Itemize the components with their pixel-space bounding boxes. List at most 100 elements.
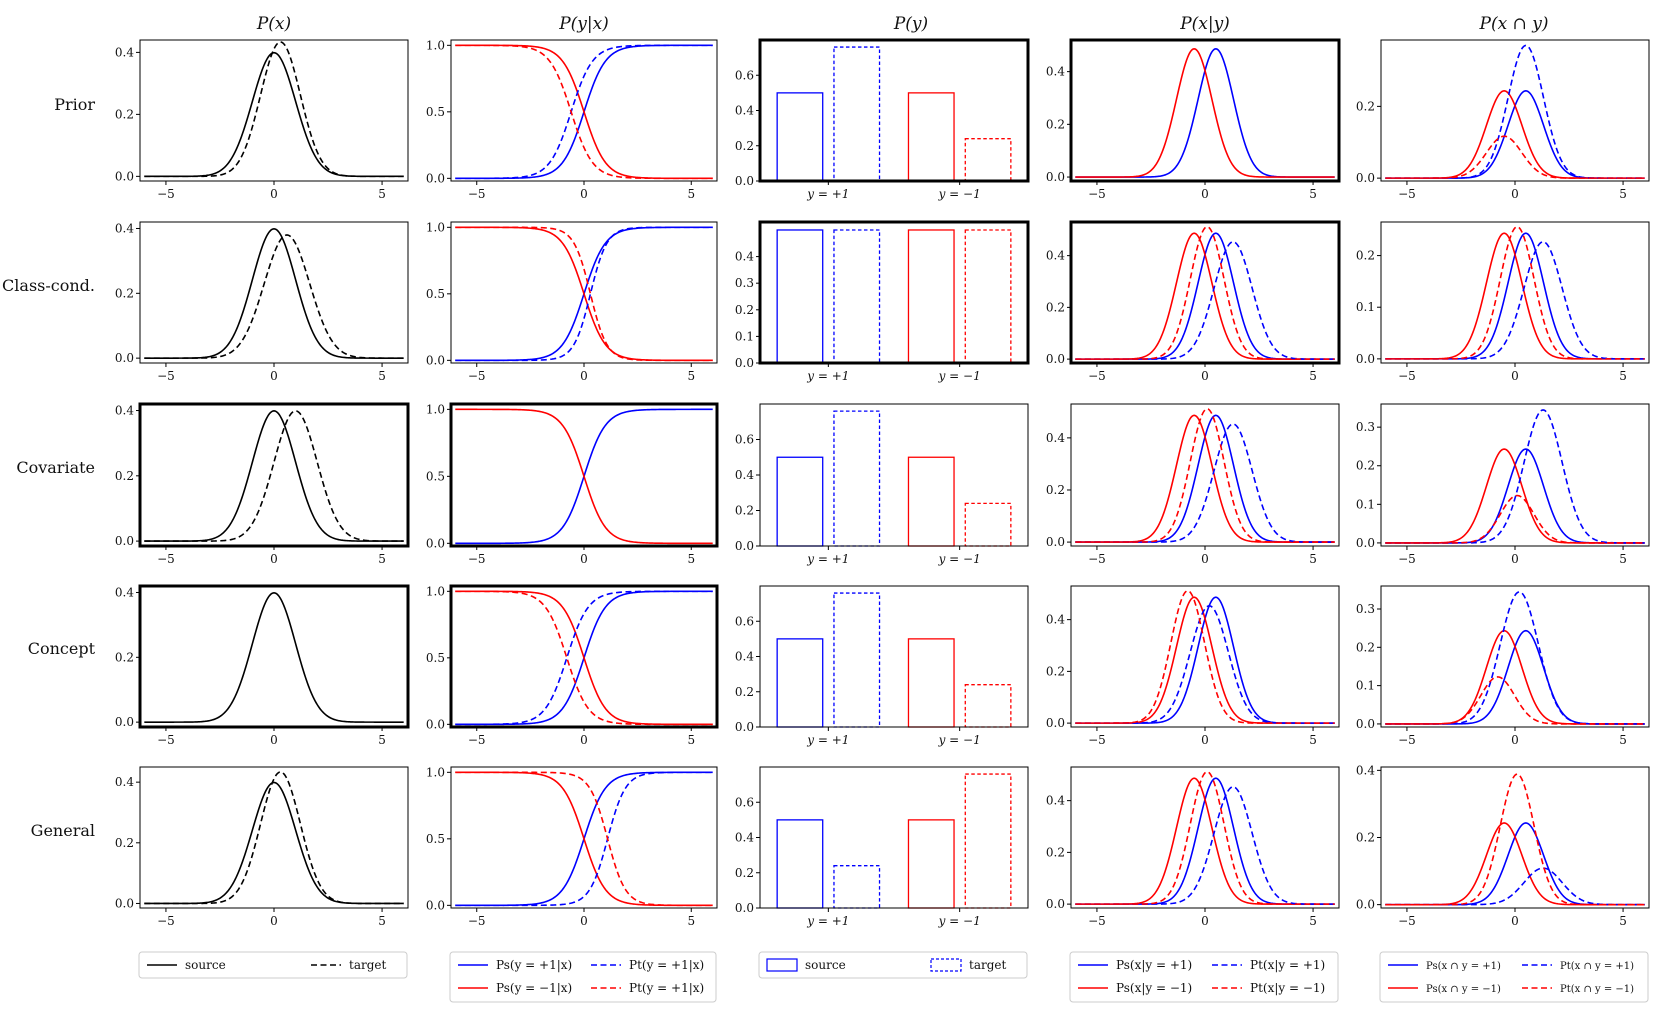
panel-frame — [1380, 39, 1650, 182]
series-line — [455, 771, 713, 907]
y-tick-label: 0.3 — [1356, 602, 1375, 616]
series-line — [455, 590, 713, 726]
panel: −5 0 5 0.0 0.2 0.4 — [1046, 766, 1340, 928]
series-line — [455, 44, 713, 180]
y-tick-label: 0.2 — [735, 504, 754, 518]
x-tick-label: 5 — [1619, 552, 1627, 566]
x-tick-label: 0 — [270, 733, 278, 747]
column-title: P(x ∩ y) — [1479, 14, 1549, 34]
x-tick-label: 0 — [1511, 733, 1519, 747]
y-tick-label: 0.2 — [1356, 831, 1375, 845]
y-tick-label: 0.2 — [1356, 459, 1375, 473]
x-tick-label: 0 — [270, 187, 278, 201]
x-tick-label: 0 — [1511, 552, 1519, 566]
y-tick-label: 0.4 — [115, 404, 134, 418]
panel-frame — [759, 766, 1029, 909]
y-tick-label: 0.0 — [426, 536, 445, 550]
row-label: General — [31, 821, 95, 840]
panel: −5 0 5 0.0 0.5 1.0 — [426, 220, 718, 383]
y-tick-label: 0.6 — [735, 795, 754, 809]
series-line — [1385, 822, 1645, 906]
y-tick-label: 1.0 — [426, 584, 445, 598]
series-line — [144, 410, 404, 542]
y-tick-label: 1.0 — [426, 38, 445, 52]
panel: y = +1 y = −1 0.0 0.2 0.4 0.6 — [735, 766, 1029, 928]
panel: −5 0 5 0.0 0.5 1.0 — [426, 765, 718, 928]
x-tick-label: 5 — [687, 187, 695, 201]
y-tick-label: 0.2 — [115, 469, 134, 483]
series-line — [1075, 596, 1335, 724]
y-tick-label: 0.4 — [1046, 794, 1065, 808]
x-tick-label: 0 — [270, 369, 278, 383]
bar — [964, 229, 1012, 364]
panel-frame — [138, 402, 410, 548]
x-tick-label: 0 — [580, 552, 588, 566]
column-title: P(x) — [256, 14, 291, 34]
panel: −5 0 5 0.0 0.2 0.4 — [1046, 220, 1341, 383]
x-tick-label: 0 — [1511, 369, 1519, 383]
y-tick-label: 0.0 — [735, 539, 754, 553]
legend-swatch — [766, 958, 798, 972]
y-tick-label: 0.0 — [1046, 897, 1065, 911]
panel: −5 0 5 0.0 0.2 0.4 — [1046, 38, 1341, 201]
panel: −5 0 5 0.0 0.5 1.0 — [426, 402, 719, 566]
series-line — [1385, 44, 1645, 179]
y-tick-label: 0.4 — [735, 468, 754, 482]
legend-label: Ps(x ∩ y = +1) — [1426, 961, 1501, 972]
series-line — [455, 771, 713, 907]
series-line — [1075, 225, 1335, 360]
legend: Ps(x|y = +1) Pt(x|y = +1) Ps(x|y = −1) Pt(x… — [1069, 951, 1339, 1003]
panel-frame — [449, 402, 719, 548]
panel-frame — [1069, 38, 1341, 183]
panel: −5 0 5 0.0 0.5 1.0 — [426, 584, 719, 747]
legend-label: Ps(y = +1|x) — [496, 958, 572, 972]
series-line — [1385, 225, 1645, 360]
x-tick-label: 5 — [1309, 552, 1317, 566]
panel-frame — [450, 766, 718, 909]
panel-frame — [138, 584, 410, 729]
x-tick-label: y = +1 — [806, 733, 849, 747]
x-tick-label: −5 — [1398, 914, 1416, 928]
y-tick-label: 0.0 — [426, 171, 445, 185]
column-title: P(y|x) — [558, 14, 609, 34]
y-tick-label: 0.0 — [115, 896, 134, 910]
column-titles: P(x) P(y|x) P(y) P(x|y) P(x ∩ y) — [256, 14, 1549, 34]
x-tick-label: 0 — [1201, 187, 1209, 201]
bar — [964, 684, 1012, 728]
series-line — [1075, 777, 1335, 905]
x-tick-label: 0 — [580, 187, 588, 201]
bar — [776, 229, 824, 364]
y-tick-label: 0.4 — [1356, 763, 1375, 777]
bar — [776, 819, 824, 909]
x-tick-label: −5 — [468, 733, 486, 747]
legend-box — [449, 951, 717, 1003]
panel: −5 0 5 0.0 0.2 — [1356, 39, 1650, 201]
panel: −5 0 5 0.0 0.1 0.2 0.3 — [1356, 403, 1650, 566]
y-tick-label: 0.4 — [115, 221, 134, 235]
row-label: Prior — [54, 95, 95, 114]
legend-label: target — [349, 958, 386, 972]
x-tick-label: −5 — [157, 733, 175, 747]
x-tick-label: −5 — [1088, 552, 1106, 566]
panel-frame — [450, 221, 718, 364]
y-tick-label: 0.0 — [1046, 352, 1065, 366]
legends: source target Ps(y = +1|x) Pt(y = +1|x)Ps(y… — [138, 951, 1649, 1003]
series-line — [144, 410, 404, 542]
series-line — [1385, 409, 1645, 544]
x-tick-label: −5 — [468, 369, 486, 383]
y-tick-label: 0.2 — [1046, 664, 1065, 678]
x-tick-label: −5 — [1088, 187, 1106, 201]
x-tick-label: −5 — [468, 552, 486, 566]
series-line — [1075, 770, 1335, 905]
series-line — [1385, 232, 1645, 360]
series-line — [1075, 232, 1335, 360]
x-tick-label: 0 — [1201, 369, 1209, 383]
x-tick-label: 5 — [378, 733, 386, 747]
bar — [907, 92, 955, 182]
y-tick-label: 0.2 — [1356, 99, 1375, 113]
y-tick-label: 0.0 — [1356, 536, 1375, 550]
legend: Ps(x ∩ y = +1) Pt(x ∩ y = +1) Ps(x ∩ y = −… — [1379, 951, 1649, 1003]
panel-frame — [449, 584, 719, 729]
column-title: P(y) — [893, 14, 928, 34]
